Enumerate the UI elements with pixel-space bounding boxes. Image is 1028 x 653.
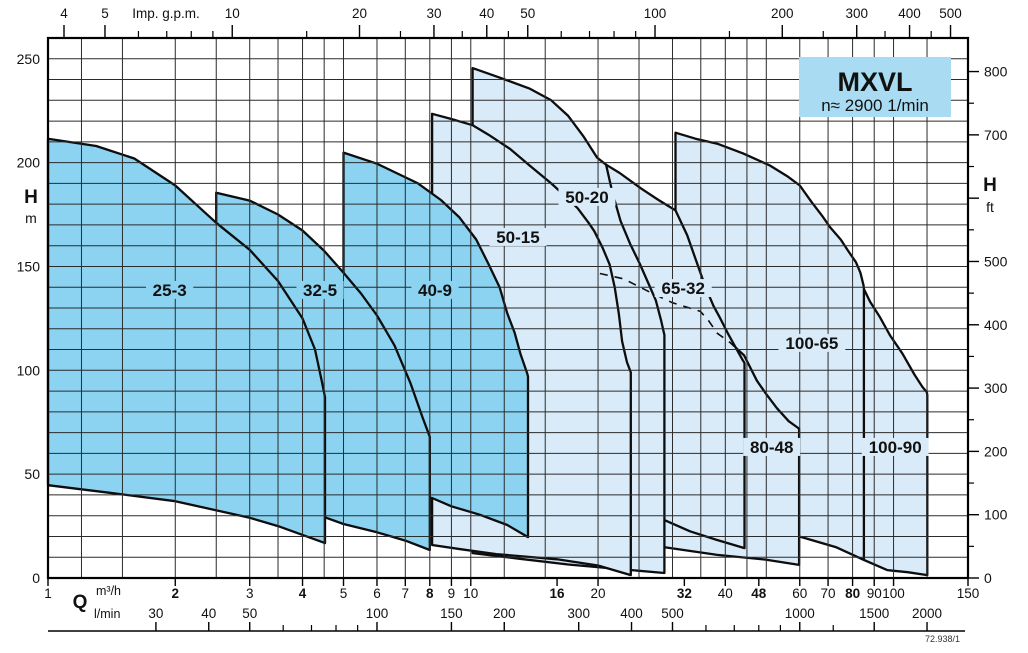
m3h-tick-label: 32 [677,586,692,601]
right-tick-label: 500 [984,253,1008,269]
drawing-number: 72.938/1 [925,634,960,644]
lmin-tick-label: 300 [567,606,590,621]
region-label-100-90: 100-90 [869,438,922,457]
chart-speed-subtitle: n≈ 2900 1/min [821,96,929,115]
lmin-tick-label: 50 [242,606,257,621]
lmin-tick-label: 100 [366,606,389,621]
right-axis-title: H [983,175,997,196]
bottom-axis-m3h: 1 2 3 4 5 6 7 8 9 10 16 20 32 40 48 60 70 80 90 100 150 Qm³/h [44,578,979,613]
region-label-40-9: 40-9 [418,281,452,300]
top-tick-label: 200 [771,6,794,21]
envelope-25-3 [46,137,327,545]
top-axis-title: Imp. g.p.m. [132,6,200,21]
m3h-tick-label: 10 [463,586,478,601]
lmin-tick-label: 500 [661,606,684,621]
m3h-tick-label: 1 [44,586,52,601]
m3h-tick-label: 5 [340,586,348,601]
top-tick-label: 5 [101,6,109,21]
left-axis: 0 50 100 150 200 250 Hm [17,51,41,586]
m3h-tick-label: 90 [867,586,882,601]
m3h-tick-label: 4 [299,586,307,601]
bottom-axis-lmin: 30 40 50 100 150 200 300 400 500 1000 1500 2000 l/mi… [48,606,965,632]
right-tick-label: 400 [984,317,1008,333]
m3h-tick-label: 7 [402,586,410,601]
bottom-axis-unit-lmin: l/min [94,607,120,621]
m3h-tick-label: 16 [550,586,566,601]
region-label-32-5: 32-5 [303,281,337,300]
lmin-tick-label: 200 [493,606,516,621]
lmin-tick-label: 150 [440,606,463,621]
right-axis-unit: ft [986,199,994,215]
top-tick-label: 50 [520,6,535,21]
left-tick-label: 50 [24,466,40,482]
m3h-tick-label: 9 [448,586,456,601]
region-labels: 25-3 32-5 40-9 50-15 50-20 65-32 100-65 80-48 10… [146,187,929,457]
right-tick-label: 100 [984,507,1008,523]
lmin-tick-label: 30 [148,606,163,621]
top-tick-label: 400 [898,6,921,21]
right-tick-label: 200 [984,443,1008,459]
left-axis-unit: m [25,210,37,226]
top-tick-label: 4 [60,6,68,21]
left-tick-label: 250 [17,51,41,67]
right-tick-label: 300 [984,380,1008,396]
right-tick-label: 700 [984,127,1008,143]
right-tick-label: 0 [984,570,992,586]
bottom-axis-unit-m3h: m³/h [96,584,121,598]
chart-title: MXVL [837,67,912,97]
top-tick-label: 30 [426,6,441,21]
left-axis-title: H [24,187,38,208]
m3h-tick-label: 48 [751,586,767,601]
top-tick-label: 100 [644,6,667,21]
region-label-100-65: 100-65 [785,334,838,353]
m3h-tick-label: 3 [246,586,254,601]
m3h-tick-label: 150 [957,586,980,601]
m3h-tick-label: 100 [882,586,905,601]
bottom-axis-title-q: Q [73,592,88,613]
left-tick-label: 150 [17,258,41,274]
top-tick-label: 300 [845,6,868,21]
lmin-tick-label: 2000 [912,606,942,621]
lmin-tick-label: 1000 [785,606,815,621]
top-tick-label: 40 [479,6,494,21]
right-axis: 0 100 200 300 400 500 700 800 Hft [968,64,1008,586]
lmin-tick-label: 40 [201,606,216,621]
region-label-80-48: 80-48 [750,438,793,457]
m3h-tick-label: 20 [591,586,606,601]
m3h-tick-label: 80 [845,586,860,601]
m3h-tick-label: 40 [718,586,733,601]
region-label-50-15: 50-15 [496,228,539,247]
lmin-tick-label: 1500 [859,606,889,621]
left-tick-label: 100 [17,362,41,378]
m3h-tick-label: 2 [172,586,180,601]
left-tick-label: 0 [32,570,40,586]
m3h-tick-label: 8 [426,586,434,601]
left-tick-label: 200 [17,155,41,171]
envelope-regions [46,66,929,577]
top-tick-label: 500 [939,6,962,21]
top-tick-label: 20 [352,6,367,21]
region-label-65-32: 65-32 [661,279,704,298]
m3h-tick-label: 6 [373,586,381,601]
top-axis: 4 5 10 20 30 40 50 100 200 300 400 500 Imp. g.p.m. [60,6,962,38]
m3h-tick-label: 70 [821,586,836,601]
lmin-tick-label: 400 [620,606,643,621]
right-tick-label: 800 [984,64,1008,80]
top-tick-label: 10 [225,6,240,21]
region-label-50-20: 50-20 [565,188,608,207]
region-label-25-3: 25-3 [153,281,187,300]
m3h-tick-label: 60 [792,586,807,601]
